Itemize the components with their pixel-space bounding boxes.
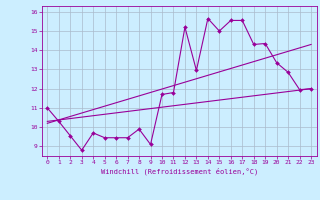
X-axis label: Windchill (Refroidissement éolien,°C): Windchill (Refroidissement éolien,°C) — [100, 168, 258, 175]
